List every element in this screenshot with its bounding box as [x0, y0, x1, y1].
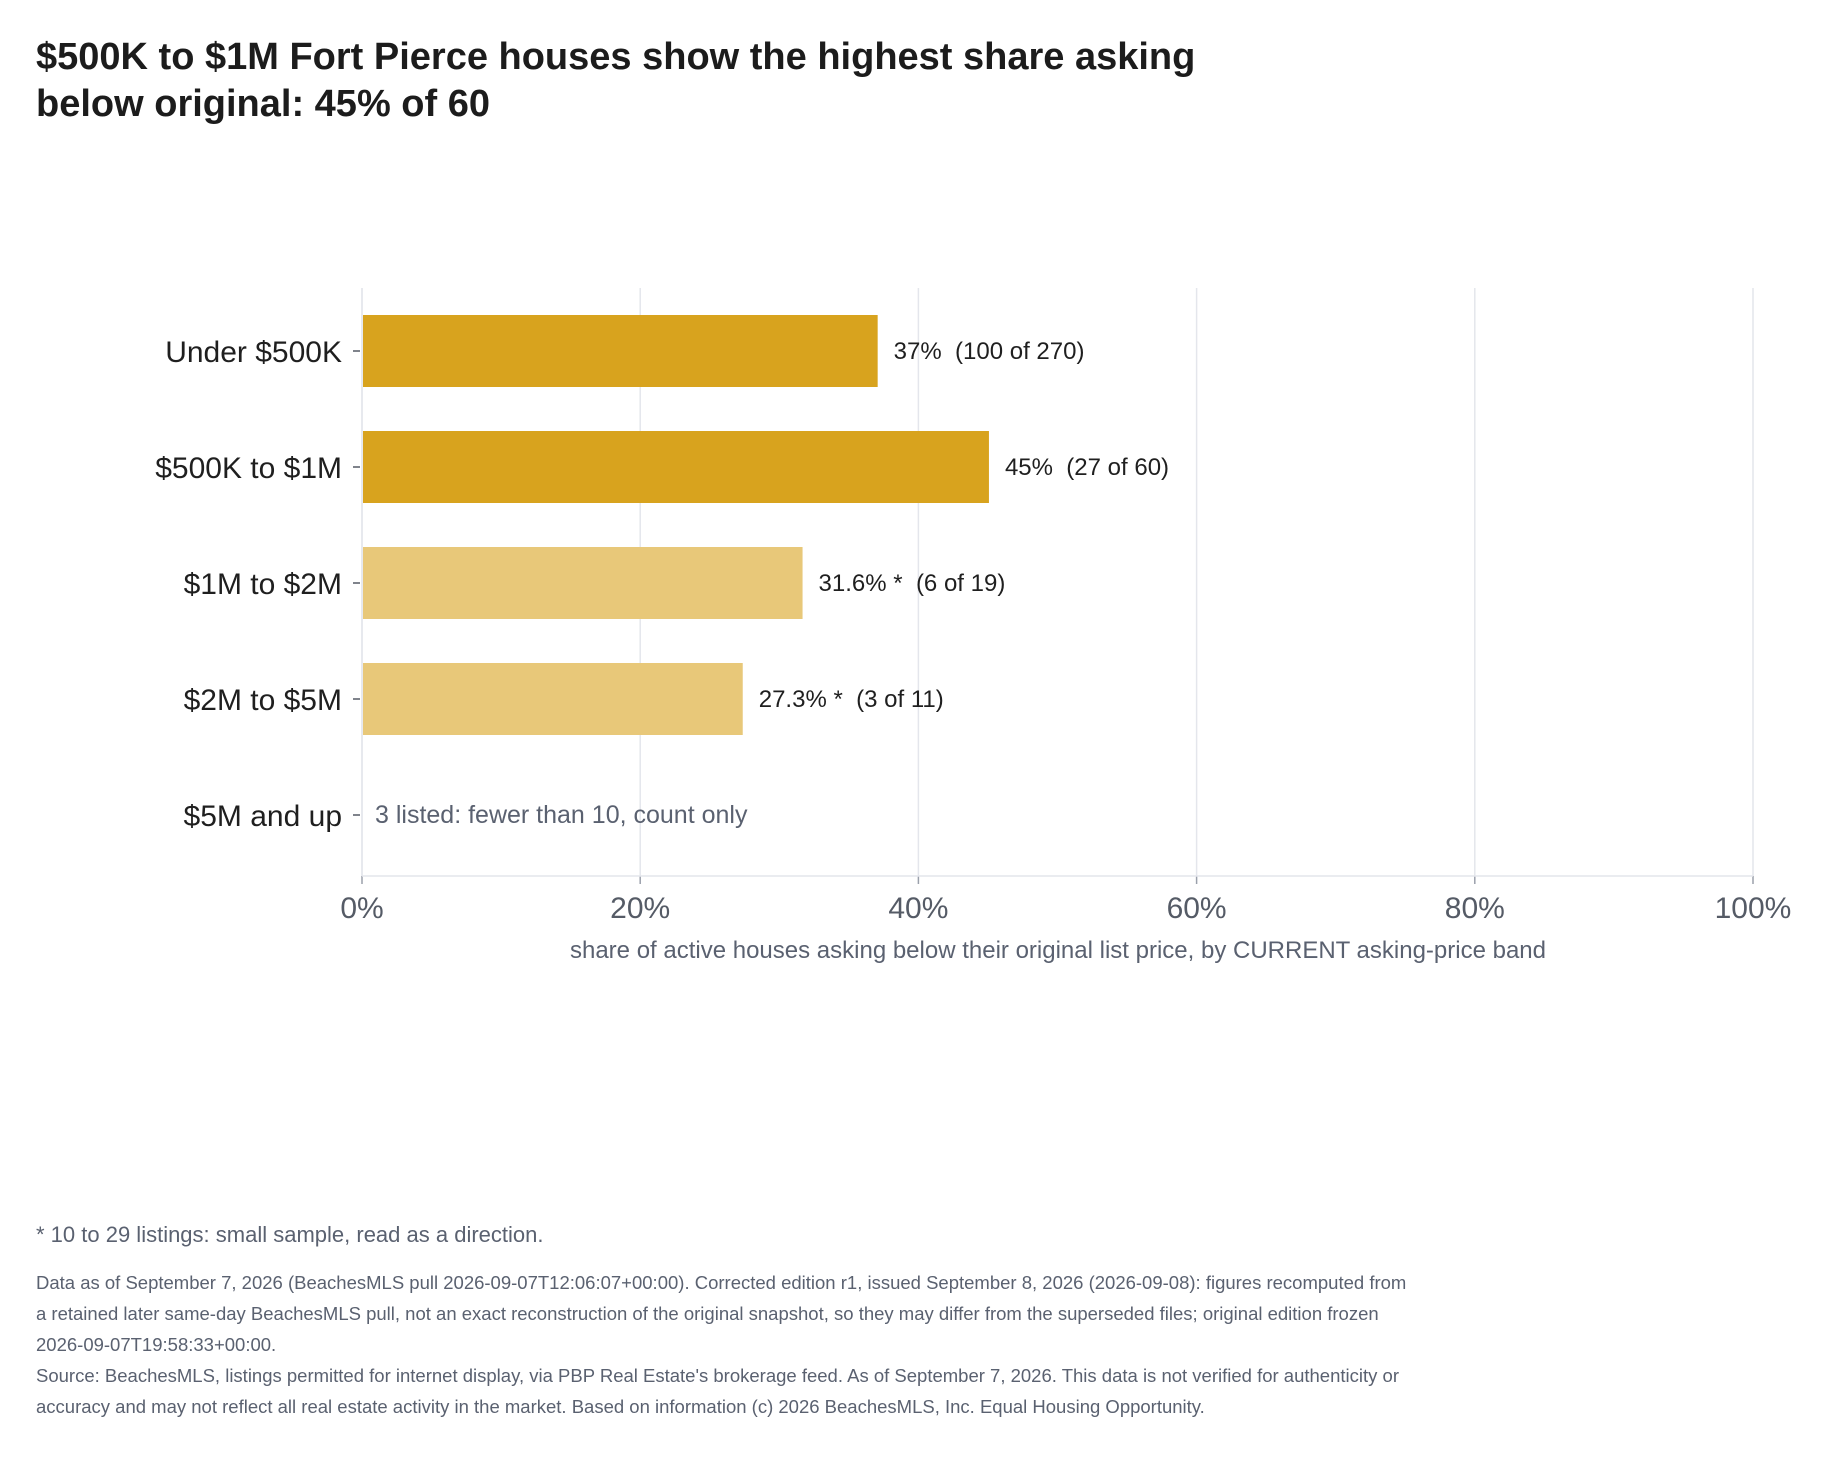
x-axis: 0% 20% 40% 60% 80% 100%	[340, 288, 1791, 925]
x-axis-label: share of active houses asking below thei…	[570, 937, 1546, 964]
y-tick-label: $5M and up	[184, 800, 342, 833]
bar	[363, 315, 878, 387]
source-notes: Data as of September 7, 2026 (BeachesMLS…	[36, 1267, 1416, 1422]
chart-title-line-2: below original: 45% of 60	[36, 83, 490, 125]
y-tick-label: $2M to $5M	[184, 684, 342, 717]
x-tick-label: 100%	[1715, 892, 1792, 925]
bar-value-label: 45% (27 of 60)	[1005, 454, 1169, 481]
x-tick-label: 40%	[888, 892, 948, 925]
x-tick-label: 80%	[1445, 892, 1505, 925]
small-sample-footnote: * 10 to 29 listings: small sample, read …	[36, 1222, 544, 1247]
y-tick-label: Under $500K	[165, 336, 342, 369]
x-tick-label: 60%	[1167, 892, 1227, 925]
y-tick-label: $1M to $2M	[184, 568, 342, 601]
count-only-label: 3 listed: fewer than 10, count only	[375, 801, 748, 829]
x-tick-label: 20%	[610, 892, 670, 925]
data-edition-note: Data as of September 7, 2026 (BeachesMLS…	[36, 1272, 1407, 1355]
chart-title-line-1: $500K to $1M Fort Pierce houses show the…	[36, 36, 1196, 78]
bar-value-label: 27.3% * (3 of 11)	[759, 686, 944, 713]
y-axis-labels: Under $500K $500K to $1M $1M to $2M $2M to …	[155, 336, 360, 833]
bar-value-label: 37% (100 of 270)	[894, 338, 1085, 365]
y-tick-label: $500K to $1M	[155, 452, 342, 485]
bar-chart: 37% (100 of 270) 45% (27 of 60) 31.6% * (6…	[155, 288, 1791, 964]
bar	[363, 547, 803, 619]
bar-value-label: 31.6% * (6 of 19)	[819, 570, 1006, 597]
x-tick-label: 0%	[340, 892, 383, 925]
chart-title: $500K to $1M Fort Pierce houses show the…	[36, 34, 1336, 128]
source-note: Source: BeachesMLS, listings permitted f…	[36, 1365, 1399, 1417]
bar	[363, 663, 743, 735]
bars: 37% (100 of 270) 45% (27 of 60) 31.6% * (6…	[363, 315, 1169, 829]
bar	[363, 431, 989, 503]
